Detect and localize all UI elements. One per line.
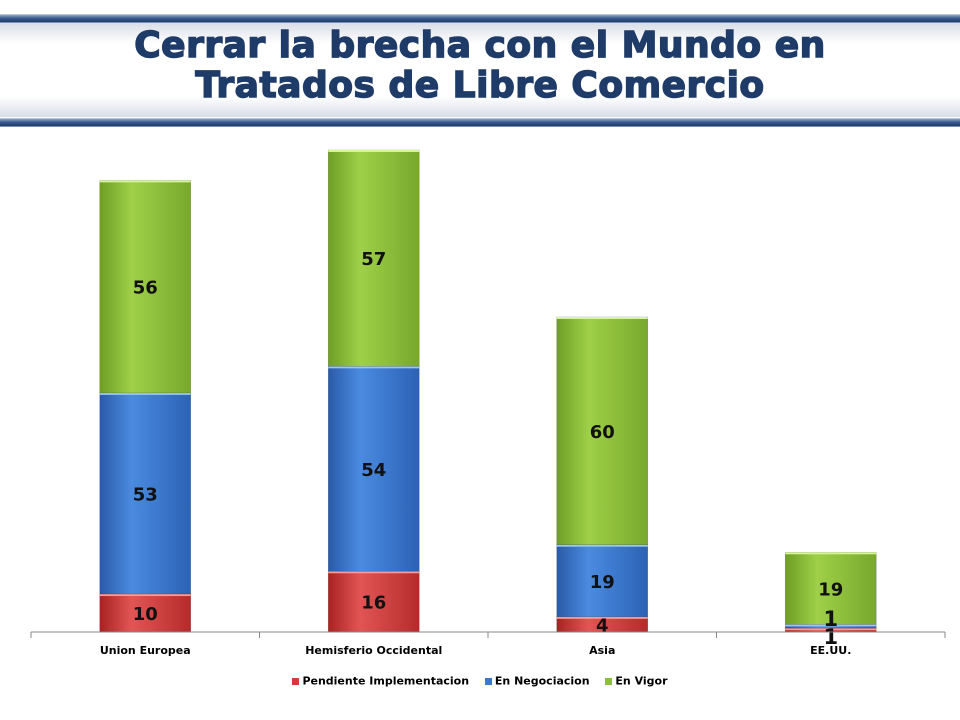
category-label-3: EE.UU.	[810, 644, 851, 657]
bar-highlight-vigor-2	[556, 316, 648, 319]
bar-pendiente-1	[327, 570, 420, 633]
data-label-pendiente-3: 1	[823, 625, 838, 649]
data-label-negociacion-0: 53	[133, 484, 158, 505]
legend-item-pendiente: Pendiente Implementacion	[292, 674, 469, 688]
bar-vigor-0	[99, 180, 192, 394]
legend-item-vigor: En Vigor	[605, 674, 668, 688]
bar-vigor-1	[327, 149, 420, 367]
legend-swatch-negociacion	[484, 677, 492, 685]
bar-highlight-pendiente-0	[99, 594, 191, 597]
legend-item-negociacion: En Negociacion	[484, 674, 590, 688]
legend-label-vigor: En Vigor	[615, 674, 668, 688]
slide-title: Cerrar la brecha con el Mundo en Tratado…	[0, 25, 960, 107]
bar-highlight-negociacion-2	[556, 544, 648, 547]
stacked-bar-chart: 10 53 56 16 54 57 4 19 60 11 19 Union Europea Hemis…	[30, 149, 946, 657]
data-label-pendiente-0: 10	[133, 604, 158, 625]
data-label-vigor-0: 56	[133, 278, 158, 299]
bar-negociacion-1	[327, 366, 420, 572]
chart-legend: Pendiente Implementacion En Negociacion …	[0, 674, 960, 688]
slide-title-line-2: Tratados de Libre Comercio	[195, 65, 765, 107]
legend-swatch-vigor	[605, 677, 613, 685]
data-label-vigor-2: 60	[590, 422, 615, 443]
bar-highlight-vigor-3	[785, 552, 877, 555]
bar-highlight-negociacion-1	[328, 366, 420, 369]
slide-title-line-1: Cerrar la brecha con el Mundo en	[133, 25, 826, 67]
bar-highlight-negociacion-3	[785, 624, 877, 627]
data-label-vigor-1: 57	[361, 249, 386, 270]
bar-highlight-vigor-0	[99, 180, 191, 183]
bar-negociacion-0	[99, 392, 192, 595]
bar-pendiente-0	[99, 593, 192, 633]
data-label-negociacion-3: 1	[823, 607, 838, 631]
bar-highlight-negociacion-0	[99, 392, 191, 395]
legend-label-pendiente: Pendiente Implementacion	[302, 674, 470, 688]
title-bar-top	[0, 14, 960, 23]
data-label-vigor-3: 19	[818, 579, 843, 600]
category-label-1: Hemisferio Occidental	[305, 644, 442, 657]
bar-highlight-pendiente-1	[328, 571, 420, 574]
data-label-pendiente-2: 4	[596, 615, 609, 636]
bar-highlight-vigor-1	[328, 150, 420, 152]
title-background	[0, 23, 960, 117]
title-banner: Cerrar la brecha con el Mundo en Tratado…	[0, 14, 960, 132]
legend-label-negociacion: En Negociacion	[494, 674, 590, 688]
bar-negociacion-2	[556, 544, 649, 618]
data-label-negociacion-2: 19	[590, 572, 615, 593]
bar-highlight-pendiente-3	[785, 628, 877, 631]
category-label-2: Asia	[589, 644, 615, 657]
bar-vigor-2	[556, 316, 649, 546]
legend-swatch-pendiente	[292, 677, 300, 685]
data-label-pendiente-1: 16	[361, 593, 386, 614]
title-bar-bottom	[0, 118, 960, 127]
data-label-negociacion-1: 54	[361, 460, 386, 481]
category-label-0: Union Europea	[100, 644, 191, 657]
bar-highlight-pendiente-2	[556, 616, 648, 619]
bar-vigor-3	[784, 551, 877, 625]
